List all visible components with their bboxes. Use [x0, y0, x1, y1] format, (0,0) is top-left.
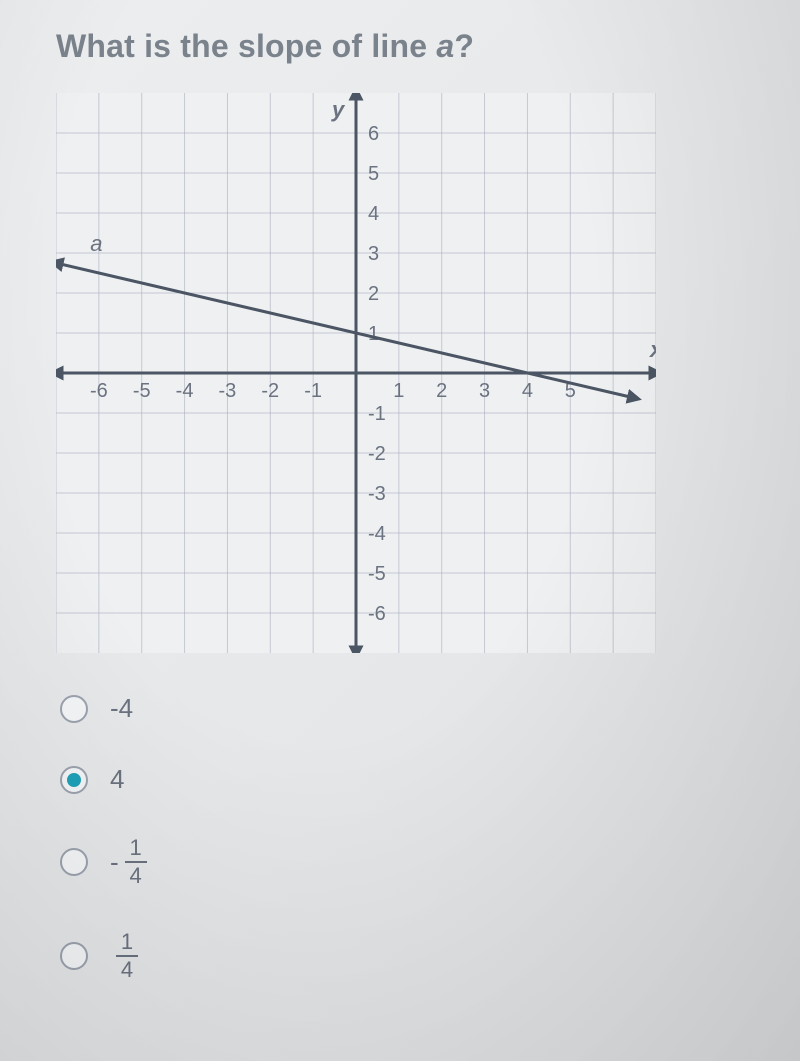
question-prefix: What is the slope of line: [56, 28, 436, 64]
coordinate-chart: -6-5-4-3-2-112345-6-5-4-3-2-1123456yxa: [56, 93, 656, 653]
choice-a[interactable]: -4: [60, 693, 760, 724]
svg-text:6: 6: [368, 123, 379, 145]
svg-text:x: x: [649, 337, 656, 362]
choice-c-sign: -: [110, 847, 119, 878]
svg-text:4: 4: [368, 203, 379, 225]
question-text: What is the slope of line a?: [56, 28, 760, 65]
choice-d-label: 1 4: [110, 929, 150, 983]
radio-a[interactable]: [60, 695, 88, 723]
choice-d-num: 1: [117, 929, 137, 955]
svg-text:-1: -1: [368, 403, 386, 425]
question-page: What is the slope of line a? -6-5-4-3-2-…: [0, 0, 800, 1061]
svg-text:-4: -4: [176, 380, 194, 402]
svg-text:1: 1: [393, 380, 404, 402]
choice-c-num: 1: [126, 835, 146, 861]
choice-c-label: - 1 4: [110, 835, 150, 889]
svg-text:2: 2: [368, 283, 379, 305]
choice-b-label: 4: [110, 764, 150, 795]
choice-d[interactable]: 1 4: [60, 929, 760, 983]
svg-text:-3: -3: [219, 380, 237, 402]
radio-d[interactable]: [60, 942, 88, 970]
svg-text:-6: -6: [90, 380, 108, 402]
chart-svg: -6-5-4-3-2-112345-6-5-4-3-2-1123456yxa: [56, 93, 656, 653]
choice-b[interactable]: 4: [60, 764, 760, 795]
svg-text:-5: -5: [368, 563, 386, 585]
svg-text:4: 4: [522, 380, 533, 402]
choice-d-den: 4: [117, 957, 137, 983]
svg-text:y: y: [331, 97, 346, 122]
svg-text:-6: -6: [368, 603, 386, 625]
choice-c-den: 4: [126, 863, 146, 889]
radio-c[interactable]: [60, 848, 88, 876]
svg-text:-4: -4: [368, 523, 386, 545]
choice-a-label: -4: [110, 693, 150, 724]
radio-b[interactable]: [60, 766, 88, 794]
svg-text:3: 3: [368, 243, 379, 265]
svg-text:1: 1: [368, 323, 379, 345]
svg-text:-2: -2: [261, 380, 279, 402]
svg-text:-5: -5: [133, 380, 151, 402]
question-variable: a: [436, 28, 454, 64]
answer-choices: -4 4 - 1 4: [60, 693, 760, 983]
question-suffix: ?: [454, 28, 474, 64]
svg-text:-2: -2: [368, 443, 386, 465]
svg-text:a: a: [90, 231, 102, 256]
svg-text:5: 5: [368, 163, 379, 185]
choice-c[interactable]: - 1 4: [60, 835, 760, 889]
svg-text:-3: -3: [368, 483, 386, 505]
svg-text:3: 3: [479, 380, 490, 402]
svg-text:2: 2: [436, 380, 447, 402]
svg-text:-1: -1: [304, 380, 322, 402]
